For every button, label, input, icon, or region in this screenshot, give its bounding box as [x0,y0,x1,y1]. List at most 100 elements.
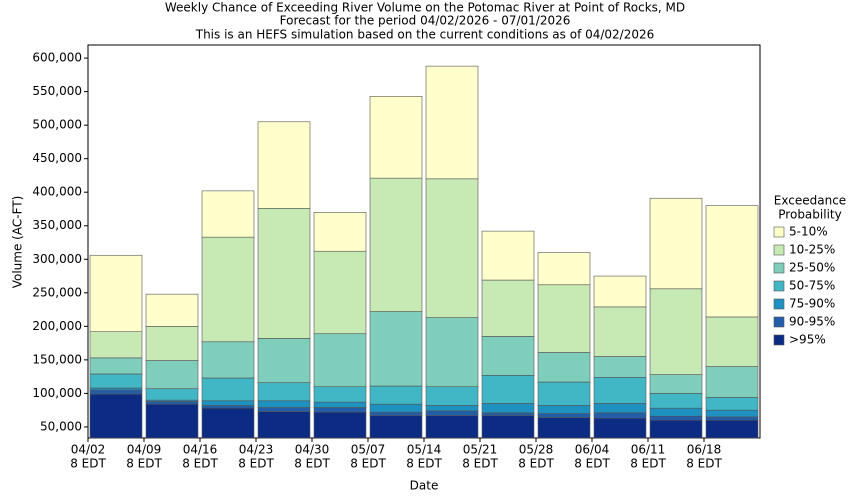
plot-area [87,44,761,439]
legend-title: Exceedance [774,194,846,208]
y-tick-label: 600,000 [32,51,82,65]
bar-segment [257,338,311,383]
bar-segment [313,250,367,335]
bar-segment [481,412,535,416]
x-tick-label: 04/16 [183,443,218,457]
bar-segment [425,410,479,416]
legend-swatch [773,298,785,310]
bar-segment [313,333,367,387]
x-tick-label: 8 EDT [630,457,666,471]
bar-segment [649,419,703,439]
bar-segment [145,401,199,405]
x-tick-label: 8 EDT [126,457,162,471]
x-tick-label: 04/30 [295,443,330,457]
bar-segment [593,306,647,357]
bar-segment [537,352,591,383]
bar-segment [481,279,535,337]
bar-segment [481,336,535,376]
bar-segment [201,341,255,379]
legend-label: 50-75% [789,279,835,293]
y-tick-label: 450,000 [32,151,82,165]
bar-segment [649,374,703,394]
bar-segment [89,393,143,439]
bar-segment [481,403,535,414]
bar-segment [593,356,647,378]
x-tick-label: 8 EDT [294,457,330,471]
bar-segment [89,357,143,375]
bar-segment [425,178,479,318]
x-tick-label: 04/09 [127,443,162,457]
legend-label: 5-10% [789,225,828,239]
bar-segment [89,373,143,389]
y-tick-label: 400,000 [32,185,82,199]
bar-segment [201,190,255,238]
y-tick-label: 50,000 [40,419,82,433]
bar-segment [257,400,311,408]
bar-segment [89,389,143,395]
bar-segment [537,381,591,406]
x-tick-label: 8 EDT [574,457,610,471]
bar-segment [593,403,647,414]
y-tick-label: 300,000 [32,252,82,266]
y-tick-label: 500,000 [32,118,82,132]
bar-segment [537,284,591,353]
bar-segment [201,377,255,402]
x-tick-label: 8 EDT [686,457,722,471]
bar-segment [257,382,311,402]
legend-swatch [773,334,785,346]
bar-segment [257,407,311,412]
bar-segment [201,407,255,439]
bar-segment [481,415,535,439]
x-tick-label: 06/11 [631,443,666,457]
legend-swatch [773,226,785,238]
bar-segment [705,416,759,421]
x-tick-label: 8 EDT [518,457,554,471]
y-tick-label: 200,000 [32,319,82,333]
bar-segment [425,65,479,180]
x-tick-label: 8 EDT [182,457,218,471]
bar-segment [369,403,423,413]
legend-label: >95% [789,333,826,347]
bar-segment [649,415,703,421]
bar-segment [425,317,479,387]
y-tick-label: 550,000 [32,84,82,98]
x-tick-label: 06/04 [575,443,610,457]
bar-segment [313,212,367,252]
bar-segment [369,385,423,405]
y-axis-label: Volume (AC-FT) [11,196,25,289]
bar-segment [201,405,255,409]
bar-segment [313,407,367,413]
bar-segment [369,415,423,439]
bar-segment [369,411,423,416]
y-tick-label: 100,000 [32,386,82,400]
bar-segment [705,409,759,418]
bar-segment [369,311,423,387]
bar-segment [313,411,367,439]
bar-segment [257,208,311,339]
x-tick-label: 8 EDT [406,457,442,471]
bar-segment [145,326,199,361]
bar-segment [257,411,311,439]
x-tick-label: 04/02 [71,443,106,457]
bar-segment [313,401,367,408]
bar-segment [89,331,143,359]
bar-segment [425,386,479,406]
x-tick-label: 04/23 [239,443,274,457]
x-tick-label: 05/28 [519,443,554,457]
bar-segment [145,388,199,401]
bar-segment [313,386,367,403]
bar-segment [201,400,255,406]
legend-title: Probability [778,208,841,222]
bar-segment [537,405,591,414]
chart-title: Weekly Chance of Exceeding River Volume … [165,1,685,15]
bar-segment [481,230,535,281]
bar-segment [705,366,759,398]
bar-segment [593,377,647,404]
bar-segment [649,197,703,290]
bar-segment [537,417,591,439]
bar-segment [705,205,759,318]
bar-segment [145,360,199,390]
bar-segment [649,407,703,417]
y-tick-label: 250,000 [32,285,82,299]
x-tick-label: 8 EDT [350,457,386,471]
